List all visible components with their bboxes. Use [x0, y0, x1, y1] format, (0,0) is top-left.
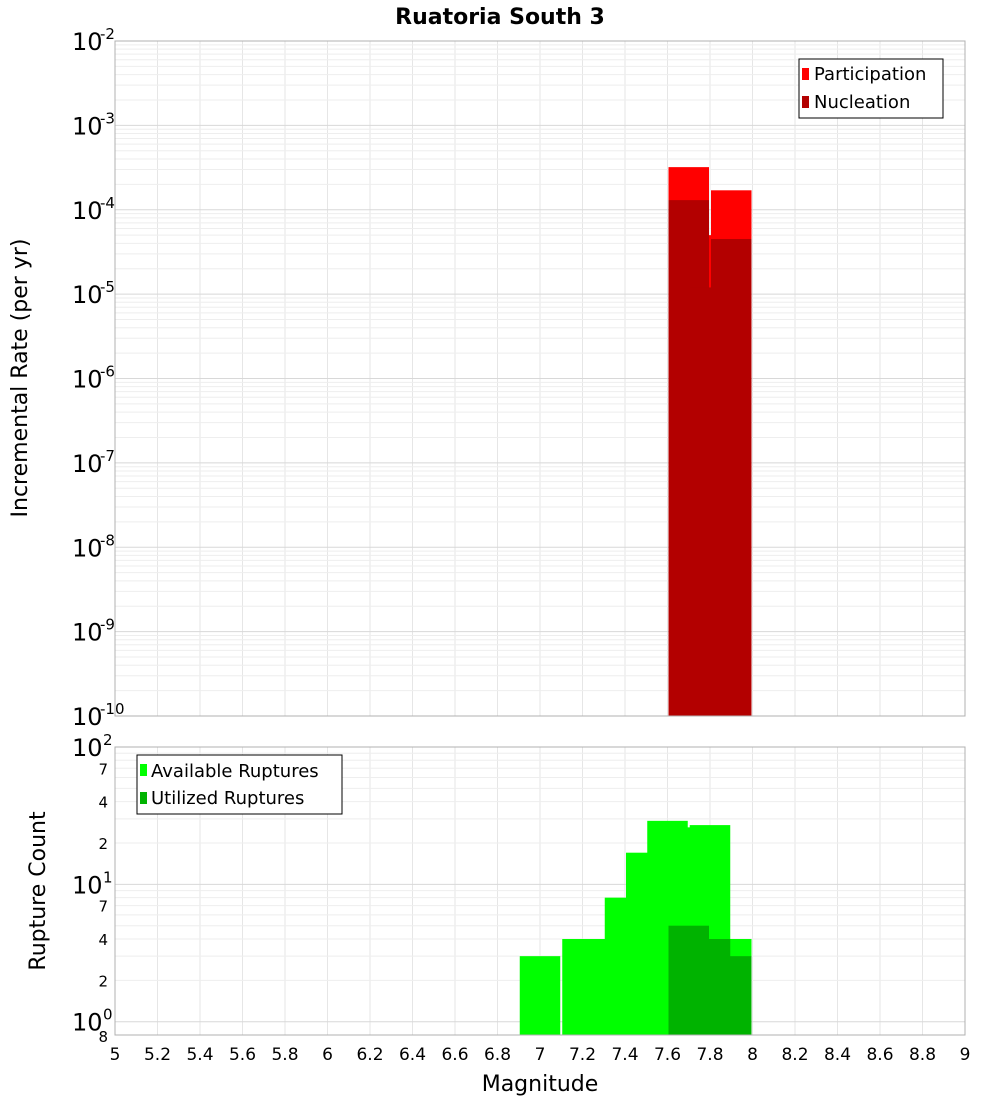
utilized-legend-swatch [140, 792, 147, 804]
count-y-tick-minor: 7 [98, 760, 108, 778]
rate-y-tick-exponent: -2 [100, 25, 115, 43]
chart-title: Ruatoria South 3 [395, 5, 605, 30]
magnitude-x-tick: 6.4 [399, 1045, 426, 1065]
utilized-ruptures-bar [711, 956, 752, 1035]
magnitude-x-tick: 5.2 [144, 1045, 171, 1065]
magnitude-x-tick: 7.6 [654, 1045, 681, 1065]
available-legend-swatch [140, 764, 147, 776]
count-y-tick-exponent: 2 [103, 731, 113, 749]
rate-y-tick-base: 10 [72, 366, 103, 394]
magnitude-x-tick-labels: 5 5.2 5.4 5.6 5.8 6 6.2 6.4 6.6 6.8 7 7.2 7.4 7.6 7.8 8… [110, 1045, 971, 1065]
count-y-tick-minor: 4 [98, 931, 108, 949]
rate-y-tick-base: 10 [72, 112, 103, 140]
count-y-tick-minor: 4 [98, 794, 108, 812]
rate-plot-grid [115, 41, 966, 717]
magnitude-x-tick: 5.4 [186, 1045, 213, 1065]
rate-y-tick-base: 10 [72, 619, 103, 647]
magnitude-x-tick: 9 [960, 1045, 971, 1065]
rate-legend-box [798, 58, 944, 119]
rate-y-tick-exponent: -5 [100, 278, 115, 296]
rate-legend: Participation Nucleation [798, 58, 944, 119]
available-ruptures-bar [519, 956, 561, 1035]
magnitude-x-tick: 7.4 [611, 1045, 638, 1065]
count-y-tick-minor: 8 [98, 1028, 108, 1046]
count-y-tick-minor: 2 [98, 972, 108, 990]
participation-legend-swatch [802, 68, 809, 80]
count-plot-bars [519, 820, 752, 1035]
rate-y-axis-label: Incremental Rate (per yr) [8, 239, 33, 518]
rate-y-tick-exponent: -9 [100, 616, 115, 634]
count-y-tick-minor: 7 [98, 898, 108, 916]
rate-plot-frame [114, 40, 966, 717]
rate-y-tick-base: 10 [72, 281, 103, 309]
rate-y-tick-exponent: -8 [100, 531, 115, 549]
count-legend: Available Ruptures Utilized Ruptures [136, 754, 343, 815]
nucleation-legend-label: Nucleation [814, 92, 910, 113]
magnitude-x-tick: 8 [747, 1045, 758, 1065]
rate-y-tick-exponent: -4 [100, 194, 115, 212]
rate-plot-bars [668, 167, 752, 716]
magnitude-x-tick: 8.6 [866, 1045, 893, 1065]
rate-y-tick-exponent: -6 [100, 363, 115, 381]
rate-y-tick-exponent: -10 [100, 700, 125, 718]
magnitude-x-tick: 5.6 [229, 1045, 256, 1065]
magnitude-x-tick: 8.8 [909, 1045, 936, 1065]
rate-y-tick-exponent: -7 [100, 447, 115, 465]
magnitude-x-tick: 6.8 [484, 1045, 511, 1065]
rate-y-tick-base: 10 [72, 534, 103, 562]
magnitude-x-tick: 8.4 [824, 1045, 851, 1065]
magnitude-x-tick: 6 [322, 1045, 333, 1065]
count-legend-box [136, 754, 343, 815]
rate-y-tick-base: 10 [72, 197, 103, 225]
magnitude-x-tick: 5.8 [271, 1045, 298, 1065]
magnitude-x-tick: 5 [110, 1045, 121, 1065]
rate-y-tick-base: 10 [72, 703, 103, 731]
nucleation-legend-swatch [802, 96, 809, 108]
count-y-tick-base: 10 [72, 1009, 103, 1037]
magnitude-x-tick: 6.2 [356, 1045, 383, 1065]
count-y-tick-minor: 2 [98, 835, 108, 853]
participation-legend-label: Participation [814, 64, 926, 85]
x-axis-label: Magnitude [482, 1072, 599, 1097]
magnitude-x-tick: 7 [535, 1045, 546, 1065]
count-y-axis-label: Rupture Count [26, 811, 51, 971]
nucleation-bar [711, 239, 752, 716]
available-legend-label: Available Ruptures [151, 761, 319, 782]
rate-y-tick-exponent: -3 [100, 109, 115, 127]
count-y-tick-base: 10 [72, 871, 103, 899]
magnitude-x-tick: 7.8 [696, 1045, 723, 1065]
count-plot-frame [114, 746, 966, 1036]
magnitude-x-tick: 7.2 [569, 1045, 596, 1065]
count-y-tick-exponent: 1 [103, 868, 113, 886]
utilized-legend-label: Utilized Ruptures [151, 788, 304, 809]
magnitude-x-tick: 6.6 [441, 1045, 468, 1065]
rate-y-tick-base: 10 [72, 28, 103, 56]
rate-y-tick-base: 10 [72, 450, 103, 478]
count-y-tick-base: 10 [72, 734, 103, 762]
magnitude-x-tick: 8.2 [781, 1045, 808, 1065]
count-y-tick-exponent: 0 [103, 1006, 113, 1024]
